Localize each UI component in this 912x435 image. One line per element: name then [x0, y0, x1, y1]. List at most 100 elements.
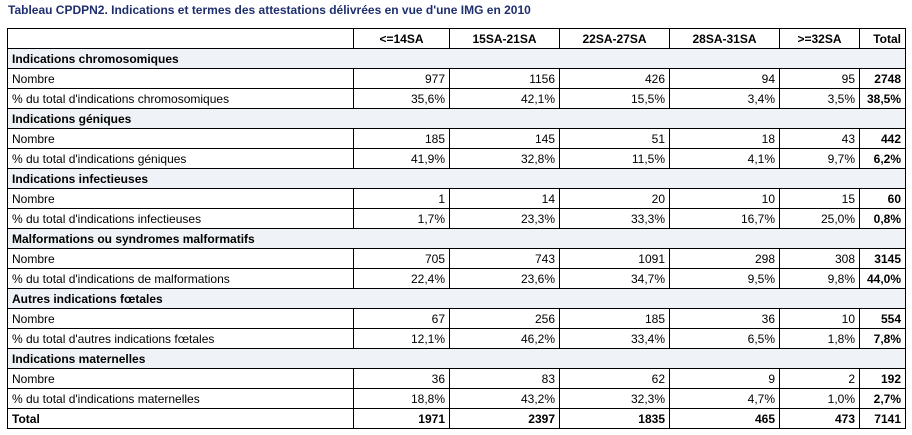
value-cell: 743 — [449, 248, 560, 269]
value-cell: 15,5% — [559, 88, 670, 109]
row-total-cell: 44,0% — [859, 268, 906, 289]
group-title: Malformations ou syndromes malformatifs — [7, 228, 906, 249]
value-cell: 33,4% — [559, 328, 670, 349]
table-row: Nombre 36 83 62 9 2 192 — [7, 368, 906, 389]
group-header-row: Indications maternelles — [7, 348, 906, 369]
total-value-cell: 2397 — [449, 408, 560, 429]
value-cell: 9,8% — [779, 268, 860, 289]
value-cell: 11,5% — [559, 148, 670, 169]
value-cell: 25,0% — [779, 208, 860, 229]
row-label: Nombre — [7, 248, 354, 269]
group-header-row: Indications chromosomiques — [7, 48, 906, 69]
table-row: % du total d'indications maternelles 18,8… — [7, 388, 906, 409]
table-row: Nombre 977 1156 426 94 95 2748 — [7, 68, 906, 89]
value-cell: 9 — [669, 368, 780, 389]
value-cell: 1091 — [559, 248, 670, 269]
value-cell: 42,1% — [449, 88, 560, 109]
value-cell: 36 — [669, 308, 780, 329]
row-label: % du total d'autres indications fœtales — [7, 328, 354, 349]
value-cell: 83 — [449, 368, 560, 389]
row-total-cell: 38,5% — [859, 88, 906, 109]
row-total-cell: 192 — [859, 368, 906, 389]
value-cell: 32,8% — [449, 148, 560, 169]
value-cell: 426 — [559, 68, 670, 89]
row-total-cell: 442 — [859, 128, 906, 149]
row-label: Nombre — [7, 128, 354, 149]
group-header-row: Autres indications fœtales — [7, 288, 906, 309]
total-value-cell: 1835 — [559, 408, 670, 429]
value-cell: 62 — [559, 368, 670, 389]
value-cell: 256 — [449, 308, 560, 329]
group-header-row: Indications géniques — [7, 108, 906, 129]
value-cell: 32,3% — [559, 388, 670, 409]
group-header-row: Indications infectieuses — [7, 168, 906, 189]
table-row: Nombre 185 145 51 18 43 442 — [7, 128, 906, 149]
group-title: Indications maternelles — [7, 348, 906, 369]
value-cell: 33,3% — [559, 208, 670, 229]
value-cell: 15 — [779, 188, 860, 209]
value-cell: 43,2% — [449, 388, 560, 409]
group-title: Indications infectieuses — [7, 168, 906, 189]
value-cell: 298 — [669, 248, 780, 269]
row-label: % du total d'indications géniques — [7, 148, 354, 169]
total-row-label: Total — [7, 408, 354, 429]
row-total-cell: 3145 — [859, 248, 906, 269]
column-header: Total — [859, 28, 906, 49]
row-total-cell: 0,8% — [859, 208, 906, 229]
table-row: % du total d'indications infectieuses 1,7… — [7, 208, 906, 229]
value-cell: 145 — [449, 128, 560, 149]
value-cell: 3,5% — [779, 88, 860, 109]
value-cell: 35,6% — [353, 88, 450, 109]
total-value-cell: 473 — [779, 408, 860, 429]
column-header: 28SA-31SA — [669, 28, 780, 49]
table-row: % du total d'indications chromosomiques 3… — [7, 88, 906, 109]
table-row: Nombre 705 743 1091 298 308 3145 — [7, 248, 906, 269]
value-cell: 2 — [779, 368, 860, 389]
value-cell: 41,9% — [353, 148, 450, 169]
row-label: % du total d'indications de malformation… — [7, 268, 354, 289]
total-value-cell: 465 — [669, 408, 780, 429]
row-total-cell: 60 — [859, 188, 906, 209]
total-value-cell: 1971 — [353, 408, 450, 429]
value-cell: 46,2% — [449, 328, 560, 349]
value-cell: 20 — [559, 188, 670, 209]
value-cell: 1,0% — [779, 388, 860, 409]
row-label: % du total d'indications infectieuses — [7, 208, 354, 229]
value-cell: 36 — [353, 368, 450, 389]
value-cell: 9,7% — [779, 148, 860, 169]
value-cell: 10 — [779, 308, 860, 329]
table-row: % du total d'indications géniques 41,9% 32… — [7, 148, 906, 169]
row-label: % du total d'indications chromosomiques — [7, 88, 354, 109]
value-cell: 4,1% — [669, 148, 780, 169]
value-cell: 34,7% — [559, 268, 670, 289]
table-row: % du total d'autres indications fœtales 1… — [7, 328, 906, 349]
value-cell: 10 — [669, 188, 780, 209]
value-cell: 1,7% — [353, 208, 450, 229]
value-cell: 1156 — [449, 68, 560, 89]
group-header-row: Malformations ou syndromes malformatifs — [7, 228, 906, 249]
value-cell: 23,3% — [449, 208, 560, 229]
row-label: % du total d'indications maternelles — [7, 388, 354, 409]
value-cell: 18,8% — [353, 388, 450, 409]
row-total-cell: 2,7% — [859, 388, 906, 409]
value-cell: 95 — [779, 68, 860, 89]
column-header: 22SA-27SA — [559, 28, 670, 49]
group-title: Indications chromosomiques — [7, 48, 906, 69]
row-total-cell: 7,8% — [859, 328, 906, 349]
table-row: Nombre 1 14 20 10 15 60 — [7, 188, 906, 209]
value-cell: 14 — [449, 188, 560, 209]
value-cell: 308 — [779, 248, 860, 269]
row-label: Nombre — [7, 368, 354, 389]
value-cell: 4,7% — [669, 388, 780, 409]
value-cell: 23,6% — [449, 268, 560, 289]
value-cell: 16,7% — [669, 208, 780, 229]
value-cell: 3,4% — [669, 88, 780, 109]
value-cell: 22,4% — [353, 268, 450, 289]
value-cell: 67 — [353, 308, 450, 329]
value-cell: 51 — [559, 128, 670, 149]
table-row: % du total d'indications de malformation… — [7, 268, 906, 289]
grand-total-cell: 7141 — [859, 408, 906, 429]
value-cell: 9,5% — [669, 268, 780, 289]
value-cell: 977 — [353, 68, 450, 89]
row-label: Nombre — [7, 188, 354, 209]
